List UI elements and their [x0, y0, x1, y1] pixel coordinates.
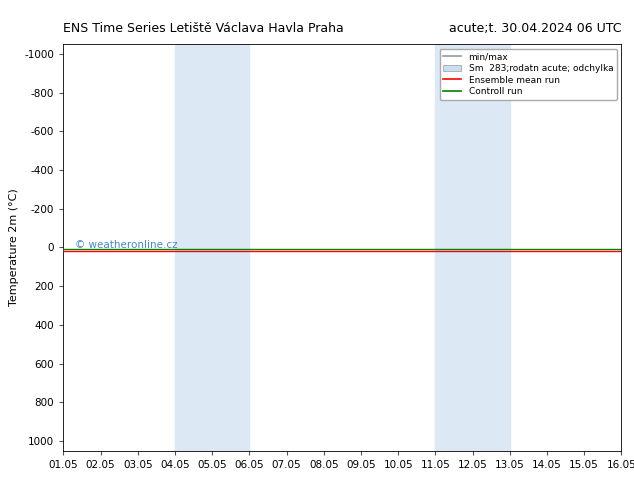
Text: © weatheronline.cz: © weatheronline.cz: [75, 241, 177, 250]
Text: ENS Time Series Letiště Václava Havla Praha: ENS Time Series Letiště Václava Havla Pr…: [63, 22, 344, 35]
Y-axis label: Temperature 2m (°C): Temperature 2m (°C): [9, 189, 19, 306]
Legend: min/max, Sm  283;rodatn acute; odchylka, Ensemble mean run, Controll run: min/max, Sm 283;rodatn acute; odchylka, …: [440, 49, 617, 100]
Bar: [175, 44, 249, 451]
Bar: [436, 44, 510, 451]
Text: acute;t. 30.04.2024 06 UTC: acute;t. 30.04.2024 06 UTC: [449, 22, 621, 35]
